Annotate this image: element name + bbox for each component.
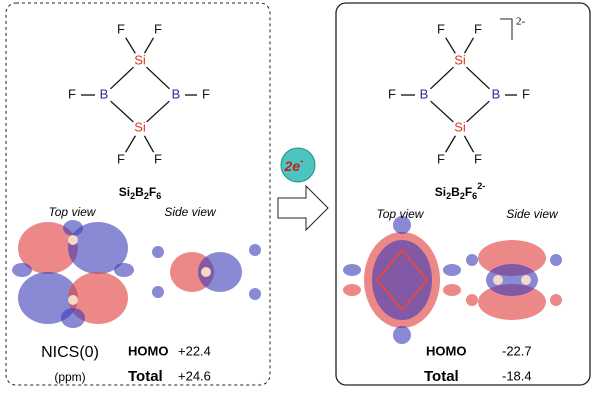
bond — [147, 101, 170, 122]
side-view-label: Side view — [506, 207, 559, 221]
reagent-text: 2e — [284, 158, 301, 174]
total-label: Total — [128, 368, 163, 385]
unit-label: (ppm) — [54, 370, 85, 384]
bond — [446, 136, 456, 153]
atom-label: F — [117, 151, 125, 166]
atom-label: Si — [134, 52, 146, 67]
atom-label: F — [474, 21, 482, 36]
total-value: -18.4 — [502, 368, 532, 383]
formula-part: Si — [119, 185, 130, 199]
formula-part: B — [135, 185, 144, 199]
formula: Si2B2F62- — [435, 181, 485, 201]
homo-label: HOMO — [128, 343, 168, 358]
bond — [465, 38, 474, 53]
total-label: Total — [424, 368, 459, 385]
bond — [126, 136, 136, 153]
formula-part: B — [451, 185, 460, 199]
formula: Si2B2F6 — [119, 185, 161, 201]
bond — [111, 67, 134, 89]
formula-part: 6 — [472, 191, 477, 201]
bond — [431, 67, 454, 89]
atom-label: Si — [454, 52, 466, 67]
homo-value: +22.4 — [178, 343, 211, 358]
formula-part: F — [149, 185, 156, 199]
bond — [467, 67, 490, 89]
atom-label: F — [117, 21, 125, 36]
side-view-label: Side view — [164, 205, 217, 219]
homo-label: HOMO — [426, 343, 466, 358]
right-side-orbital — [466, 240, 562, 320]
bond — [145, 38, 154, 53]
bond — [144, 136, 153, 152]
bond — [467, 101, 490, 122]
formula-part: F — [465, 185, 472, 199]
atom-label: F — [388, 86, 396, 101]
bond — [446, 38, 456, 54]
atom-label: F — [522, 86, 530, 101]
total-value: +24.6 — [178, 368, 211, 383]
bond — [431, 101, 454, 122]
left-side-orbital — [152, 244, 261, 300]
atom-label: F — [68, 86, 76, 101]
top-view-label: Top view — [49, 205, 97, 219]
atom-label: Si — [134, 119, 146, 134]
figure: 2e- 2- Top view Side view NICS(0) (ppm) … — [0, 0, 594, 389]
atom-label: Si — [454, 119, 466, 134]
atom-label: B — [172, 86, 181, 101]
bond — [147, 67, 170, 89]
formula-part: Si — [435, 185, 446, 199]
bond — [126, 38, 136, 54]
charge: 2- — [516, 16, 526, 28]
atom-label: B — [492, 86, 501, 101]
formula-part: 6 — [156, 191, 161, 201]
bond — [111, 101, 134, 122]
left-top-orbital — [12, 220, 134, 328]
bond — [464, 136, 473, 152]
right-top-orbital — [343, 216, 461, 344]
atom-label: F — [437, 21, 445, 36]
atom-label: B — [100, 86, 109, 101]
nics-label: NICS(0) — [41, 344, 99, 361]
atom-label: F — [202, 86, 210, 101]
atom-label: B — [420, 86, 429, 101]
formula-sup: 2- — [477, 181, 485, 191]
top-view-label: Top view — [377, 207, 425, 221]
atom-label: F — [154, 151, 162, 166]
arrow — [278, 186, 328, 230]
homo-value: -22.7 — [502, 343, 532, 358]
atom-label: F — [437, 151, 445, 166]
atom-label: F — [474, 151, 482, 166]
atom-label: F — [154, 21, 162, 36]
charge-bracket — [500, 19, 512, 40]
